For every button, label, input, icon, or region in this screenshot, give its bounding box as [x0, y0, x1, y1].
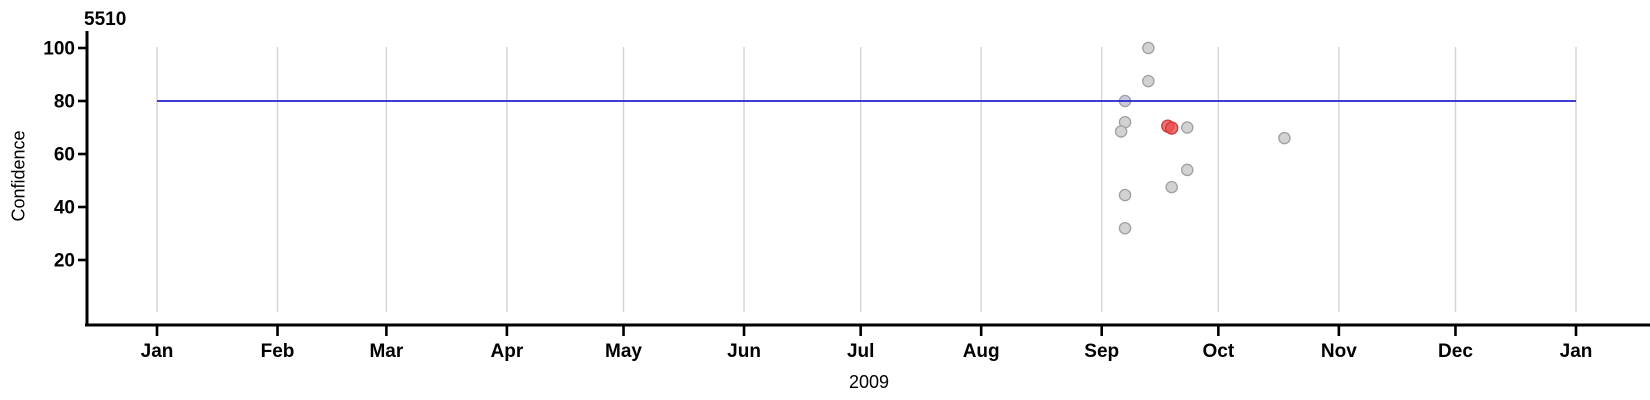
x-tick-label: Jul: [847, 341, 874, 362]
y-tick-label: 100: [43, 39, 75, 60]
x-tick-label: Oct: [1202, 341, 1234, 362]
x-tick-label: Jun: [727, 341, 761, 362]
x-tick-labels-group: Jan Feb Mar Apr May Jun Jul Aug Sep Oct Nov Dec Jan: [141, 341, 1593, 362]
data-point: [1180, 121, 1194, 134]
x-tick-label: Apr: [491, 341, 524, 362]
data-points-group: [1114, 41, 1291, 235]
x-ticks-group: [155, 326, 1578, 336]
x-tick-label: Jan: [1560, 341, 1593, 362]
highlight-point: [1164, 121, 1179, 135]
y-tick-label: 60: [54, 145, 75, 166]
x-tick-label: Nov: [1321, 341, 1357, 362]
data-point: [1118, 188, 1132, 202]
x-tick-label: Dec: [1438, 341, 1473, 362]
y-tick-labels-group: 20 40 60 80 100: [43, 39, 75, 272]
y-tick-label: 80: [54, 92, 75, 113]
y-tick-label: 40: [54, 198, 75, 219]
chart-title: 5510: [84, 9, 126, 30]
gridlines-group: [156, 47, 1577, 312]
data-point: [1142, 41, 1155, 55]
x-tick-label: Feb: [261, 341, 295, 362]
y-axis-label: Confidence: [8, 130, 28, 221]
x-tick-label: May: [605, 341, 642, 362]
x-tick-label: Mar: [369, 341, 403, 362]
data-point: [1165, 180, 1178, 194]
data-point: [1114, 125, 1128, 138]
data-point: [1278, 131, 1291, 145]
x-tick-label: Jan: [141, 341, 174, 362]
data-point: [1180, 163, 1194, 177]
x-tick-label: Sep: [1084, 341, 1119, 362]
data-point: [1142, 74, 1155, 88]
data-point: [1118, 221, 1132, 235]
y-tick-label: 20: [54, 251, 75, 272]
y-ticks-group: [78, 46, 87, 262]
x-axis-label: 2009: [849, 372, 889, 392]
x-tick-label: Aug: [963, 341, 1000, 362]
